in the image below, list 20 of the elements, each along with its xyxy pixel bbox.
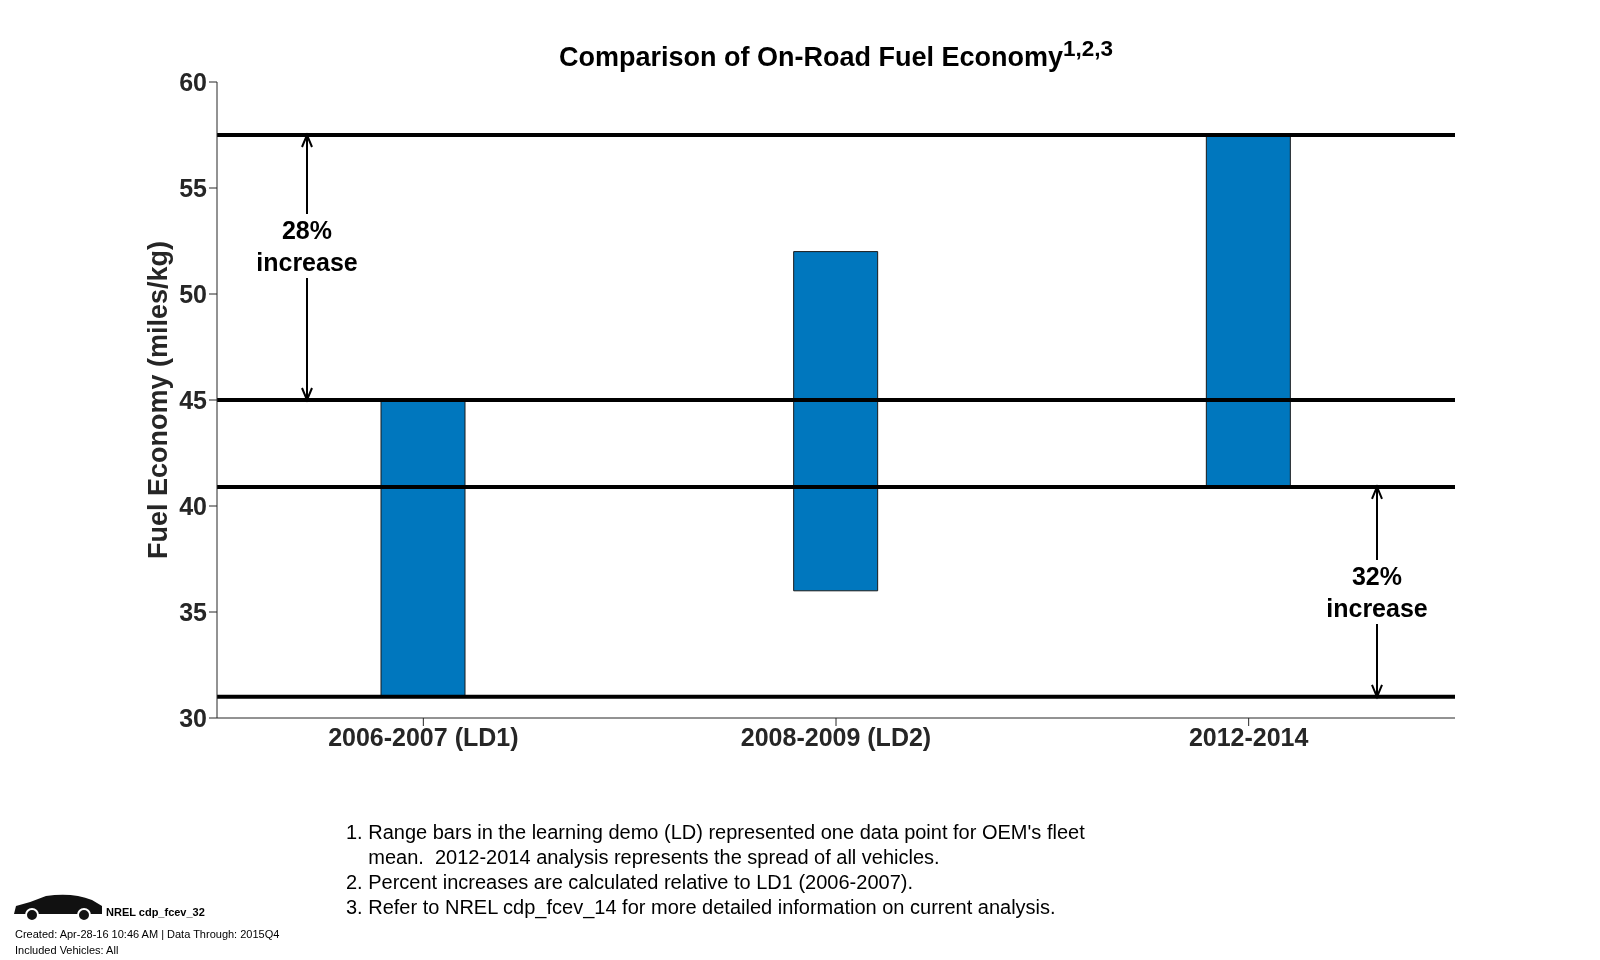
y-tick-label: 60 [179,67,207,96]
text: Created: Apr-28-16 10:46 AM | Data Through: 2015Q4 Included Vehicles: All [15,927,280,958]
y-tick-label: 55 [179,173,208,202]
bar [380,399,466,698]
chart-title: Comparison of On-Road Fuel Economy$^{1,2,3}$ [557,36,1115,73]
annotation: 28% increase [256,214,358,279]
x-tick-label: 2006-2007 (LD1) [328,722,519,751]
bar [1205,134,1291,488]
annotation: 32% increase [1326,559,1428,624]
y-tick-label: 50 [179,279,207,308]
x-tick-label: 2012-2014 [1188,722,1309,751]
text: NREL cdp_fcev_32 [106,906,205,918]
y-tick-label: 40 [179,491,207,520]
y-tick-label: 35 [179,597,208,626]
y-tick-label: 30 [179,703,207,732]
bar [793,251,879,592]
y-tick-label: 45 [179,385,208,414]
x-tick-label: 2008-2009 (LD2) [740,722,932,751]
text: 1. Range bars in the learning demo (LD) represented one data point for OEM's fleet mean. 2012-2014 analysis represents the spread of all vehicles. 2. Percent increases are calculated relative to LD1 (2006-2007). 3. Refer to NREL cdp_fcev_14 for more detailed information on current analysis. [346,820,1085,920]
y-axis-title: Fuel Economy (miles/kg) [142,240,174,560]
